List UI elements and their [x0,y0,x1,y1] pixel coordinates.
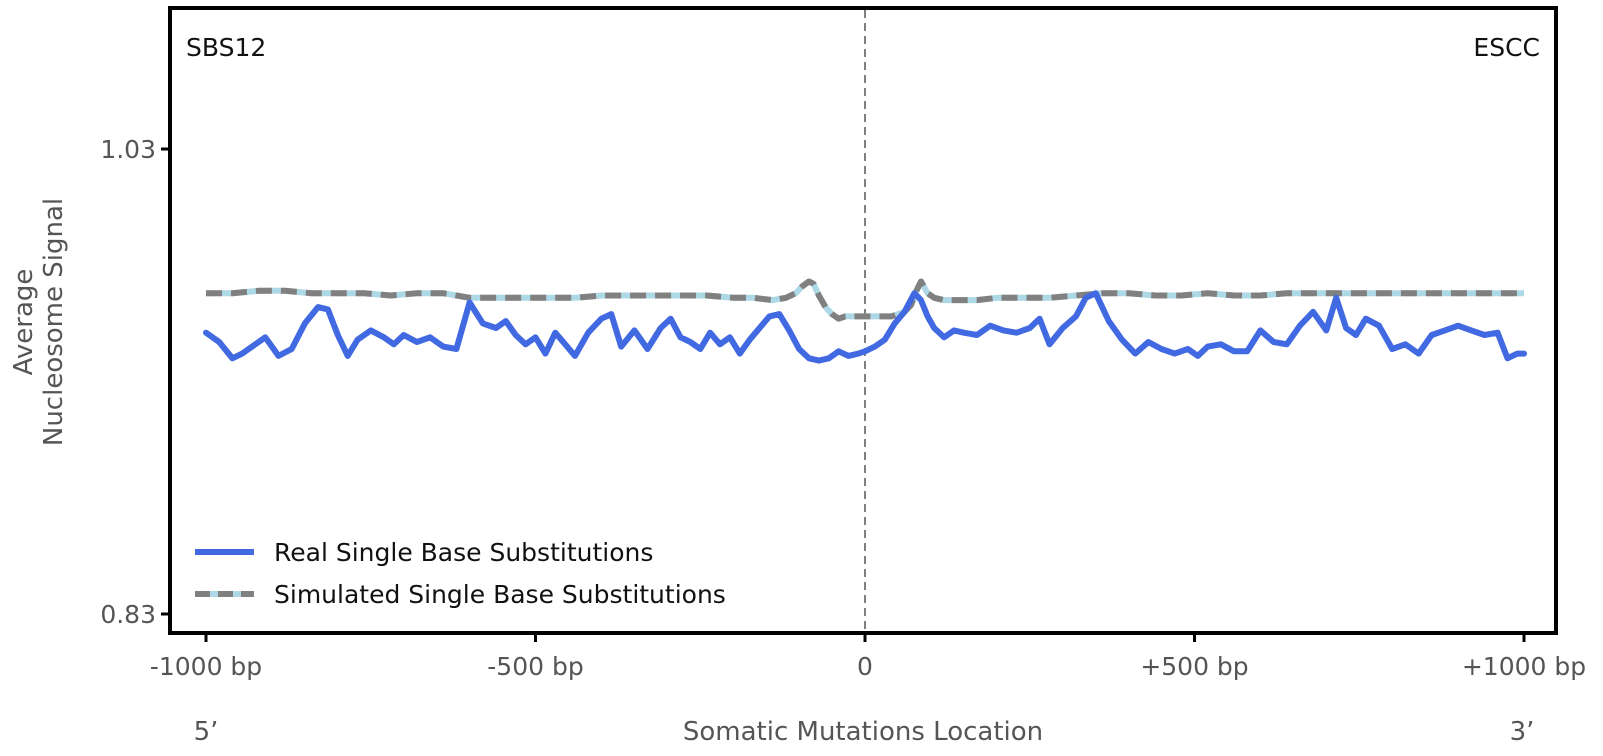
y-tick-label: 1.03 [100,135,156,164]
legend-simulated-label: Simulated Single Base Substitutions [274,580,726,609]
five-prime-label: 5’ [194,717,219,747]
x-tick-label: 0 [857,652,873,681]
series-layer [203,278,1527,364]
y-axis-ticks: 1.03 0.83 [100,135,170,629]
x-tick-label: -500 bp [487,652,583,681]
x-axis-ticks: -1000 bp -500 bp 0 +500 bp +1000 bp [150,633,1586,681]
three-prime-label: 3’ [1510,717,1535,747]
cancer-type-label: ESCC [1473,33,1540,62]
x-tick-label: -1000 bp [150,652,262,681]
real-series-line [203,290,1527,364]
x-tick-label: +500 bp [1140,652,1248,681]
x-tick-label: +1000 bp [1462,652,1586,681]
legend-real-label: Real Single Base Substitutions [274,538,653,567]
y-axis-title-line1: Average [9,269,39,376]
x-axis-title: Somatic Mutations Location [683,717,1043,747]
y-axis-title: Average Nucleosome Signal [9,198,69,446]
signature-label: SBS12 [186,33,266,62]
y-tick-label: 0.83 [100,600,156,629]
y-axis-title-line2: Nucleosome Signal [39,198,69,446]
plot-frame [168,6,1558,635]
legend: Real Single Base Substitutions Simulated… [195,538,726,609]
simulated-series-line [206,278,1524,322]
